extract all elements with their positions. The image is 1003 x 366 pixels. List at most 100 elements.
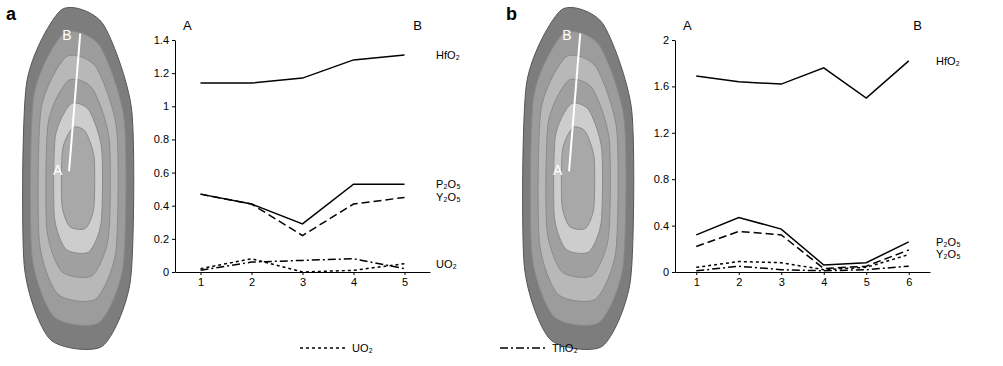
profile-line (69, 34, 80, 172)
y-axis: 00.20.40.60.811.21.4 (154, 34, 176, 278)
y-tick-label: 0.4 (654, 220, 669, 232)
series-line (201, 259, 405, 271)
y-tick: 0.2 (154, 233, 175, 245)
y-axis: 0 0.4 0.8 1.2 1.6 2 (654, 34, 676, 278)
y-tick: 0.8 (654, 173, 675, 185)
x-axis-line (676, 272, 931, 273)
x-tick-mark (781, 272, 782, 275)
x-tick: 3 (300, 272, 306, 288)
y-tick: 0.4 (654, 220, 675, 232)
y-tick-label: 1.4 (154, 34, 169, 46)
y-tick-label: 1.2 (154, 67, 169, 79)
y-tick-mark (672, 86, 675, 87)
profile-line (569, 34, 580, 172)
series-line (201, 194, 405, 235)
x-tick: 2 (249, 272, 255, 288)
y-tick-label: 0.2 (154, 233, 169, 245)
y-tick-label: 0.6 (154, 167, 169, 179)
x-tick: 4 (821, 272, 827, 288)
y-tick-mark (672, 226, 675, 227)
crystal-zone (538, 55, 618, 301)
crystal-zone (46, 79, 110, 277)
end-label: HfO₂ (436, 49, 460, 61)
crystal-image (523, 7, 634, 349)
x-tick-mark (696, 272, 697, 275)
lines (201, 55, 405, 272)
y-tick: 1 (163, 100, 175, 112)
y-tick-mark (172, 239, 175, 240)
legend: UO₂ ThO₂ (300, 342, 578, 354)
crystal-zone (561, 127, 594, 230)
y-tick-mark (672, 179, 675, 180)
crystal-zone (30, 31, 126, 325)
x-tick-label: 5 (402, 276, 408, 288)
end-label: HfO₂ (936, 55, 960, 67)
x-tick: 4 (351, 272, 357, 288)
corner-label: A (183, 18, 192, 33)
y-tick-mark (172, 40, 175, 41)
y-axis-line (675, 41, 676, 273)
end-label: UO₂ (436, 258, 457, 270)
y-tick-label: 0.4 (154, 200, 169, 212)
legend-swatch (300, 347, 345, 349)
crystal-zone (530, 31, 626, 325)
x-tick: 1 (694, 272, 700, 288)
x-tick-label: 3 (779, 276, 785, 288)
series-line (696, 266, 909, 271)
series-line (696, 61, 909, 98)
y-tick-label: 1 (163, 100, 169, 112)
x-tick-mark (405, 272, 406, 275)
y-tick-mark (672, 272, 675, 273)
crystal-zone (546, 79, 610, 277)
y-tick-mark (172, 206, 175, 207)
x-axis: 1 2 3 4 5 (176, 272, 431, 288)
x-tick-label: 2 (249, 276, 255, 288)
y-axis-line (175, 41, 176, 273)
end-label: Y₂O₅ (436, 191, 461, 203)
y-tick: 2 (663, 34, 675, 46)
y-tick: 1.2 (154, 67, 175, 79)
end-label: P₂O₅ (436, 178, 461, 190)
series-line (201, 55, 405, 83)
crystal-zone (554, 103, 603, 253)
x-tick: 2 (736, 272, 742, 288)
figure: aAB00.20.40.60.811.21.412345ABHfO₂P₂O₅Y₂… (0, 0, 1003, 366)
x-tick-mark (354, 272, 355, 275)
y-tick-mark (172, 173, 175, 174)
crystal-zone (54, 103, 103, 253)
y-tick: 1.2 (654, 127, 675, 139)
legend-label: ThO₂ (552, 342, 578, 354)
panel: bAB00.40.81.21.62123456ABHfO₂P₂O₅Y₂O₅ (506, 4, 961, 349)
end-label: P₂O₅ (936, 236, 961, 248)
x-tick-mark (252, 272, 253, 275)
legend-label: UO₂ (352, 342, 373, 354)
series-line (201, 184, 405, 224)
y-tick-label: 1.6 (654, 80, 669, 92)
y-tick: 0 (663, 266, 675, 278)
y-tick-mark (672, 133, 675, 134)
end-label: Y₂O₅ (936, 248, 961, 260)
x-tick: 5 (402, 272, 408, 288)
image-label: B (562, 27, 571, 43)
corner-label: B (913, 18, 922, 33)
y-tick-label: 0.8 (154, 133, 169, 145)
x-tick-label: 4 (821, 276, 827, 288)
x-tick-mark (303, 272, 304, 275)
y-tick-mark (672, 40, 675, 41)
image-label: A (553, 162, 563, 178)
x-tick-mark (739, 272, 740, 275)
y-tick-label: 0 (663, 266, 669, 278)
crystal-image (23, 7, 134, 349)
crystal-zone (61, 127, 94, 230)
x-tick: 1 (198, 272, 204, 288)
series-line (696, 217, 909, 265)
crystal-zone (23, 7, 134, 349)
x-tick-label: 4 (351, 276, 357, 288)
x-tick-label: 3 (300, 276, 306, 288)
corner-label: A (683, 18, 692, 33)
y-tick: 0.4 (154, 200, 175, 212)
x-tick: 6 (906, 272, 912, 288)
panel: aAB00.20.40.60.811.21.412345ABHfO₂P₂O₅Y₂… (6, 4, 461, 349)
lines (696, 61, 909, 271)
y-tick-mark (172, 272, 175, 273)
